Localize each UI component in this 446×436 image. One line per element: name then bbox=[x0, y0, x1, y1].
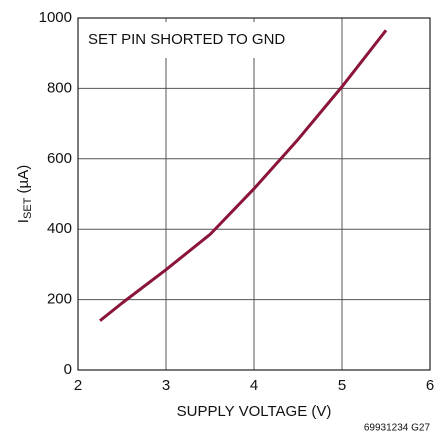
y-tick-label: 1000 bbox=[39, 9, 72, 26]
y-label-sub: SET bbox=[22, 197, 34, 219]
y-tick-label: 0 bbox=[64, 361, 72, 378]
x-tick-label: 2 bbox=[74, 377, 82, 394]
x-tick-label: 4 bbox=[250, 377, 258, 394]
x-axis-label: SUPPLY VOLTAGE (V) bbox=[177, 403, 332, 420]
y-tick-label: 400 bbox=[47, 220, 72, 237]
x-tick-label: 3 bbox=[162, 377, 170, 394]
y-axis-label: ISET (µA) bbox=[15, 165, 34, 223]
data-line bbox=[99, 29, 388, 322]
plot-frame bbox=[77, 17, 431, 371]
footnote: 69931234 G27 bbox=[364, 423, 431, 434]
y-tick-label: 600 bbox=[47, 150, 72, 167]
annotation-box bbox=[80, 22, 302, 58]
y-label-main: I bbox=[15, 219, 32, 223]
y-tick-label: 200 bbox=[47, 291, 72, 308]
y-tick-label: 800 bbox=[47, 79, 72, 96]
y-label-unit: (µA) bbox=[15, 165, 32, 198]
x-tick-label: 5 bbox=[338, 377, 346, 394]
x-tick-label: 6 bbox=[426, 377, 434, 394]
annotation: SET PIN SHORTED TO GND bbox=[88, 31, 285, 48]
